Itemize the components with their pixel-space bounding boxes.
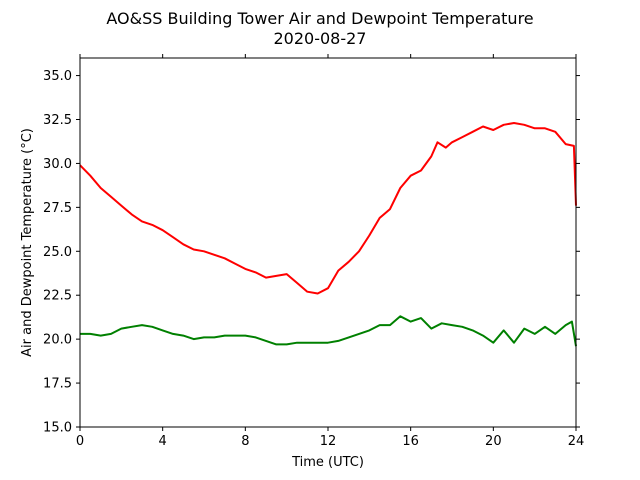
y-tick-label: 22.5 <box>43 289 72 304</box>
x-tick-label: 8 <box>241 434 249 449</box>
chart-subtitle: 2020-08-27 <box>274 29 367 48</box>
x-tick-label: 20 <box>485 434 502 449</box>
y-tick-label: 20.0 <box>43 333 72 348</box>
chart-title: AO&SS Building Tower Air and Dewpoint Te… <box>106 9 533 28</box>
y-tick-label: 32.5 <box>43 113 72 128</box>
y-tick-label: 15.0 <box>43 421 72 436</box>
x-tick-label: 0 <box>76 434 84 449</box>
y-axis-label: Air and Dewpoint Temperature (°C) <box>20 128 35 357</box>
x-tick-label: 12 <box>320 434 337 449</box>
series-layer <box>79 122 577 347</box>
x-tick-label: 16 <box>402 434 419 449</box>
y-tick-label: 25.0 <box>43 245 72 260</box>
y-tick-label: 35.0 <box>43 69 72 84</box>
series-line-1 <box>79 122 577 295</box>
y-tick-label: 27.5 <box>43 201 72 216</box>
y-tick-label: 30.0 <box>43 157 72 172</box>
y-tick-label: 17.5 <box>43 377 72 392</box>
tick-layer: 0 4 8 12 16 20 24 15.0 17.5 20.0 22.5 25.0 27.5 30.0 3… <box>43 54 584 449</box>
series-line-2 <box>80 315 577 347</box>
x-axis-label: Time (UTC) <box>291 455 364 470</box>
x-tick-label: 4 <box>159 434 167 449</box>
x-tick-label: 24 <box>568 434 585 449</box>
